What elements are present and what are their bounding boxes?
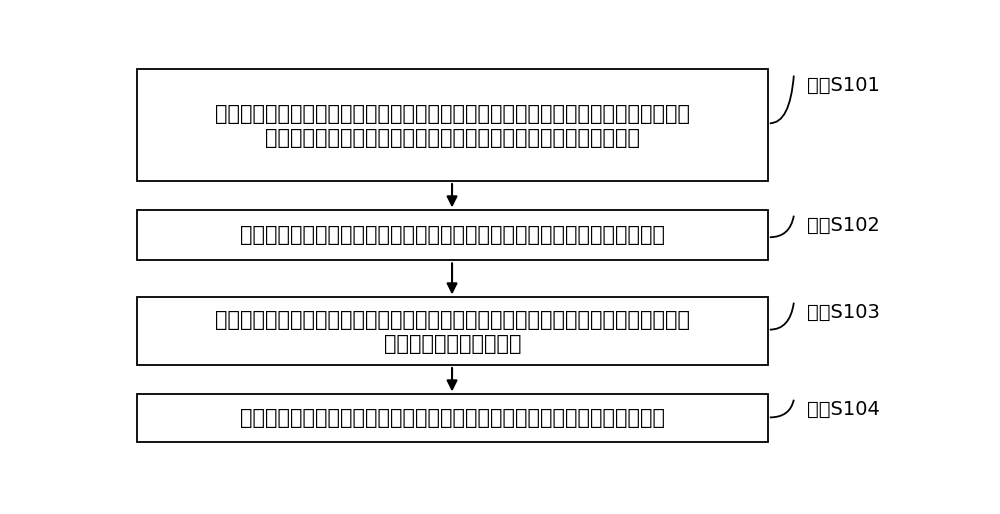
Text: 传输路径方向的第二角度: 传输路径方向的第二角度 xyxy=(384,334,521,354)
Text: 步骤S102: 步骤S102 xyxy=(807,216,880,235)
Bar xyxy=(137,69,768,181)
Text: 根据所述相位延迟晶体组件的相位延迟量确定所述偏振干涉滤波器的通道数量: 根据所述相位延迟晶体组件的相位延迟量确定所述偏振干涉滤波器的通道数量 xyxy=(240,408,665,428)
Bar xyxy=(137,210,768,260)
Bar xyxy=(137,297,768,365)
Text: 根据所述晶体厚度值和所述第一角度组合确定所述偏振干涉滤波器的初始波长: 根据所述晶体厚度值和所述第一角度组合确定所述偏振干涉滤波器的初始波长 xyxy=(240,225,665,245)
Text: 步骤S103: 步骤S103 xyxy=(807,303,880,322)
Text: 步骤S104: 步骤S104 xyxy=(807,400,880,419)
Bar xyxy=(137,394,768,442)
Text: 合，所述第一角度组合包括各个晶体的光轴与起偏振器偏振轴的夹角: 合，所述第一角度组合包括各个晶体的光轴与起偏振器偏振轴的夹角 xyxy=(265,128,640,148)
Text: 步骤S101: 步骤S101 xyxy=(807,76,880,95)
Text: 确定输出光强，根据所述输出光强寻找满足偏振干涉条件的晶体厚度值以及第一角度组: 确定输出光强，根据所述输出光强寻找满足偏振干涉条件的晶体厚度值以及第一角度组 xyxy=(215,104,690,124)
Text: 确定所需输出波长，根据所需输出波长计算所述相位延迟晶体组件的法线方向与偏振光: 确定所需输出波长，根据所需输出波长计算所述相位延迟晶体组件的法线方向与偏振光 xyxy=(215,309,690,329)
